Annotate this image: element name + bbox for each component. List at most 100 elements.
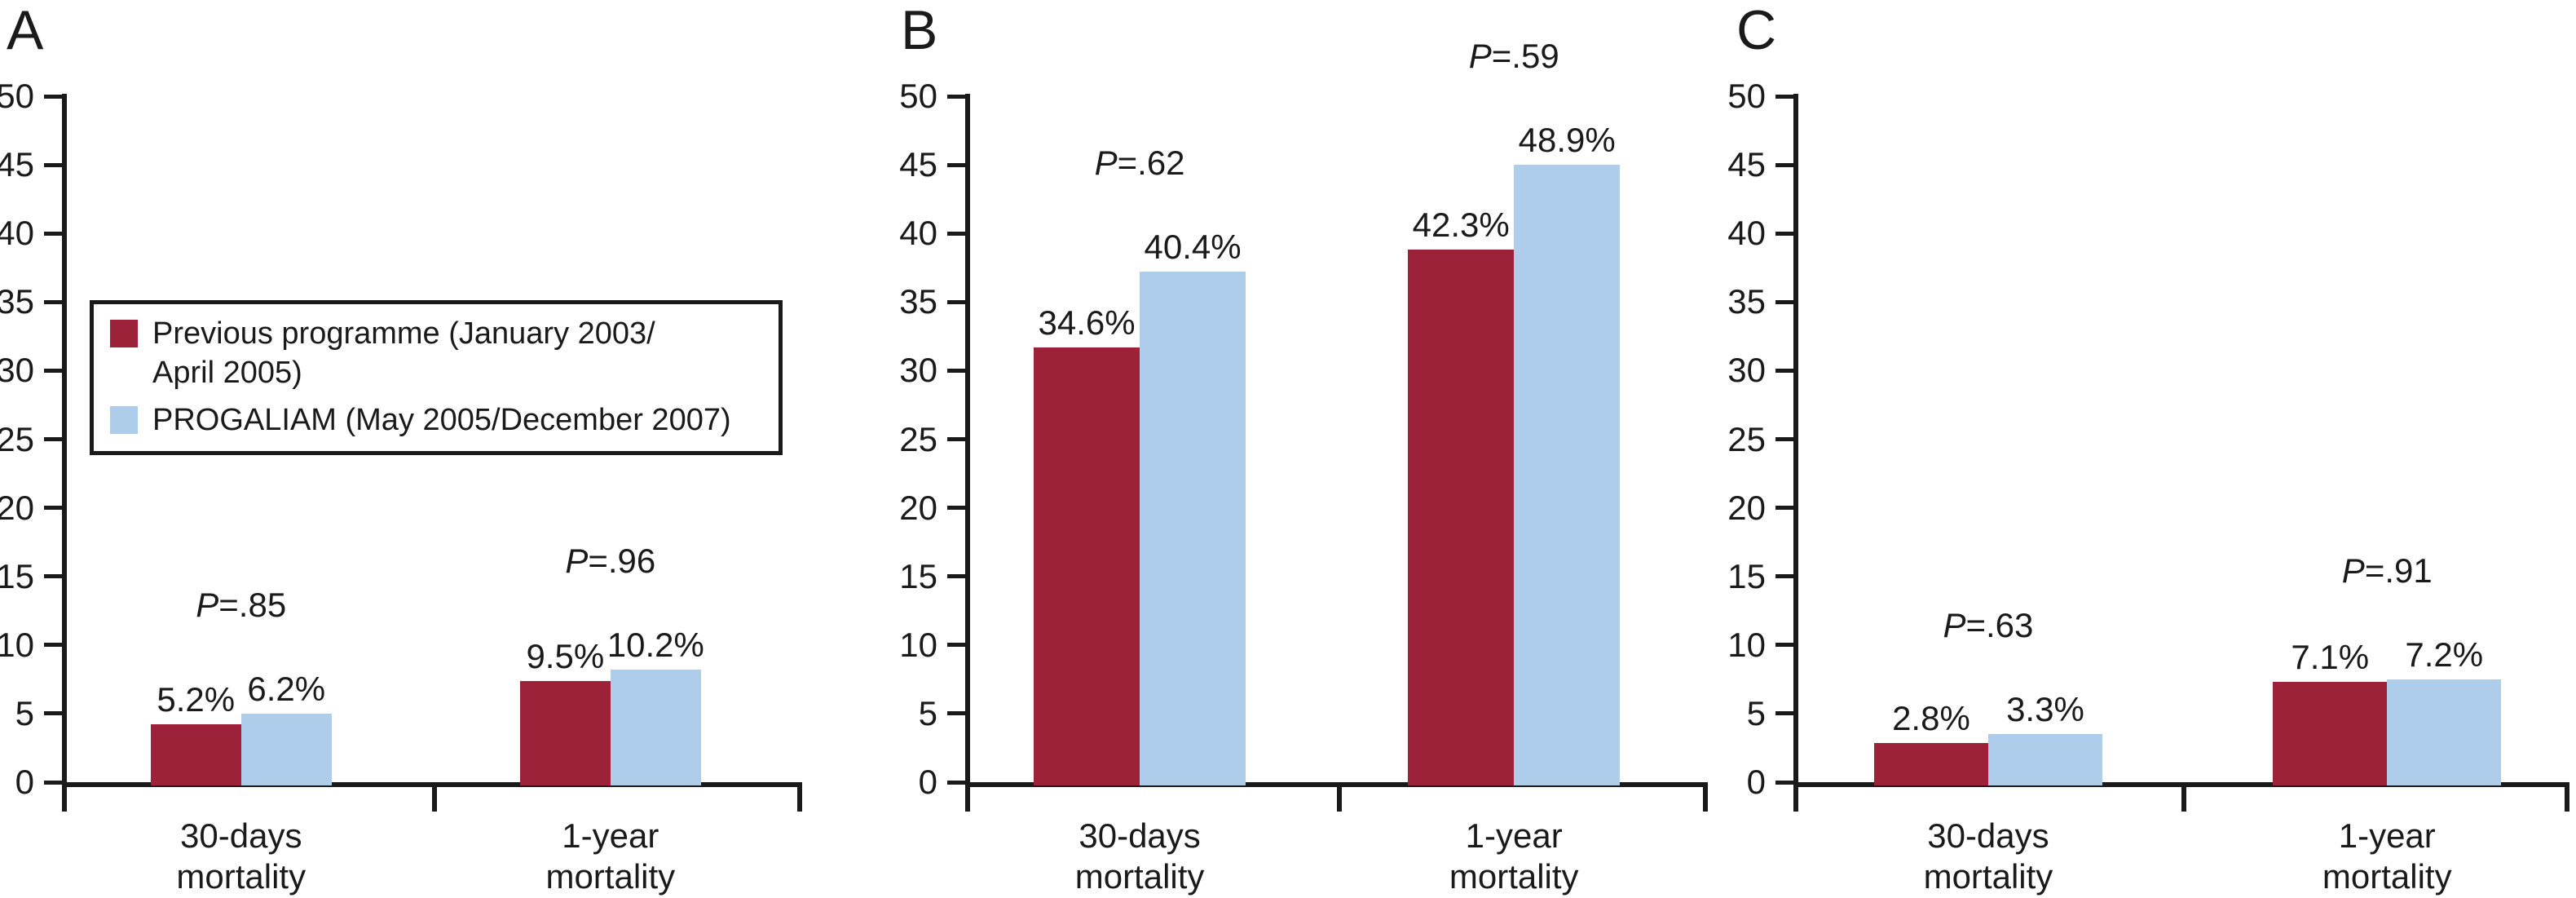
bar-progaliam — [1140, 272, 1246, 785]
legend-item-previous-programme: Previous programme (January 2003/ April … — [110, 314, 762, 392]
y-axis-tick — [947, 299, 965, 304]
bar-progaliam — [1987, 734, 2102, 785]
y-axis-line — [965, 94, 970, 812]
y-axis-tick — [44, 299, 62, 304]
y-axis-tick-label: 25 — [0, 419, 34, 458]
y-axis-tick — [1775, 231, 1793, 236]
y-axis-tick-label: 25 — [1727, 419, 1766, 458]
y-axis-tick-label: 15 — [0, 556, 34, 595]
y-axis-tick-label: 15 — [1727, 556, 1766, 595]
y-axis-tick — [44, 780, 62, 785]
bar-value-label: 40.4% — [1144, 228, 1242, 266]
y-axis-tick-label: 5 — [918, 693, 937, 732]
category-label: 30-days mortality — [1924, 816, 2053, 897]
bar-value-label: 7.1% — [2291, 638, 2370, 676]
bar-previous-programme — [519, 681, 611, 785]
category-label-line: mortality — [1074, 857, 1205, 896]
bar-previous-programme — [1034, 347, 1140, 785]
p-value-label: P=.59 — [1468, 37, 1559, 75]
category-label-line: mortality — [1923, 857, 2053, 896]
y-axis-tick — [1775, 368, 1793, 373]
bar-value-label: 9.5% — [526, 637, 605, 675]
legend-swatch-progaliam — [110, 406, 138, 434]
bar-value-label: 10.2% — [607, 626, 704, 664]
y-axis-tick — [947, 643, 965, 648]
bar-value-label: 6.2% — [247, 670, 326, 708]
y-axis-tick-label: 5 — [15, 693, 34, 732]
y-axis-tick — [947, 368, 965, 373]
y-axis-tick — [947, 162, 965, 167]
y-axis-tick-label: 20 — [1727, 488, 1766, 527]
x-axis-tick — [797, 782, 802, 812]
y-axis-tick — [44, 437, 62, 441]
bar-value-label: 34.6% — [1038, 303, 1136, 342]
bar-value-label: 2.8% — [1892, 699, 1970, 737]
y-axis-tick — [44, 162, 62, 167]
y-axis-tick — [1775, 506, 1793, 511]
legend-label-previous-programme: Previous programme (January 2003/ April … — [152, 314, 655, 392]
category-label-line: 1-year — [562, 816, 659, 855]
y-axis-tick-label: 50 — [1727, 77, 1766, 115]
y-axis-tick-label: 20 — [0, 488, 34, 527]
y-axis-tick — [947, 574, 965, 579]
category-label: 30-days mortality — [1075, 816, 1205, 897]
panel-a: A 0 5 10 15 20 25 30 35 40 45 50 5.2% 6.2% P=.85 30-day… — [0, 0, 858, 898]
y-axis-tick — [44, 643, 62, 648]
category-label-line: 1-year — [2338, 816, 2436, 855]
panel-c: C 0 5 10 15 20 25 30 35 40 45 50 2.8% 3.3% P=.63 30-day… — [1717, 0, 2576, 898]
x-axis-tick — [1336, 782, 1342, 812]
bar-value-label: 5.2% — [157, 680, 236, 719]
legend-swatch-previous-programme — [110, 320, 138, 347]
y-axis-line — [62, 94, 67, 812]
y-axis-tick — [44, 506, 62, 511]
p-symbol: P — [1468, 37, 1492, 75]
y-axis-tick — [44, 711, 62, 716]
p-symbol: P — [196, 586, 219, 624]
y-axis-tick-label: 30 — [0, 351, 34, 390]
y-axis-tick-label: 40 — [1727, 214, 1766, 253]
bar-progaliam — [610, 670, 701, 785]
category-label-line: mortality — [2322, 857, 2452, 896]
bar-previous-programme — [2273, 682, 2388, 785]
panel-letter: C — [1736, 0, 1777, 61]
y-axis-tick — [947, 780, 965, 785]
category-label-line: 30-days — [1078, 816, 1201, 855]
bar-progaliam — [240, 714, 332, 785]
y-axis-tick-label: 0 — [1746, 763, 1766, 801]
category-label: 30-days mortality — [176, 816, 306, 897]
y-axis-tick-label: 45 — [899, 145, 937, 184]
legend-item-progaliam: PROGALIAM (May 2005/December 2007) — [110, 400, 762, 440]
y-axis-tick-label: 10 — [0, 625, 34, 664]
y-axis-tick-label: 35 — [0, 282, 34, 321]
y-axis-tick-label: 45 — [1727, 145, 1766, 184]
x-axis-tick — [2565, 782, 2569, 812]
category-label: 1-year mortality — [1449, 816, 1579, 897]
y-axis-tick-label: 25 — [899, 419, 937, 458]
category-label: 1-year mortality — [2322, 816, 2452, 897]
bar-value-label: 7.2% — [2405, 635, 2484, 674]
p-symbol: P — [2341, 551, 2365, 590]
legend: Previous programme (January 2003/ April … — [90, 300, 783, 455]
bar-value-label: 3.3% — [2006, 690, 2084, 728]
y-axis-tick-label: 35 — [1727, 282, 1766, 321]
legend-label-line: April 2005) — [152, 356, 302, 390]
y-axis-line — [1793, 94, 1798, 812]
category-label-line: mortality — [1449, 857, 1579, 896]
bar-progaliam — [1514, 165, 1621, 785]
category-label-line: 30-days — [180, 816, 302, 855]
panel-b: B 0 5 10 15 20 25 30 35 40 45 50 34.6% 40.4% P=.62 30-d… — [858, 0, 1717, 898]
y-axis-tick — [947, 231, 965, 236]
category-label: 1-year mortality — [545, 816, 675, 897]
y-axis-tick — [44, 94, 62, 99]
y-axis-tick-label: 10 — [899, 625, 937, 664]
p-symbol: P — [1943, 606, 1966, 644]
y-axis-tick-label: 50 — [0, 77, 34, 115]
legend-label-line: PROGALIAM (May 2005/December 2007) — [152, 403, 731, 437]
y-axis-tick — [1775, 437, 1793, 441]
y-axis-tick — [947, 437, 965, 441]
x-axis-tick — [2181, 782, 2186, 812]
x-axis-tick — [432, 782, 437, 812]
y-axis-tick-label: 30 — [1727, 351, 1766, 390]
category-label-line: 30-days — [1927, 816, 2049, 855]
